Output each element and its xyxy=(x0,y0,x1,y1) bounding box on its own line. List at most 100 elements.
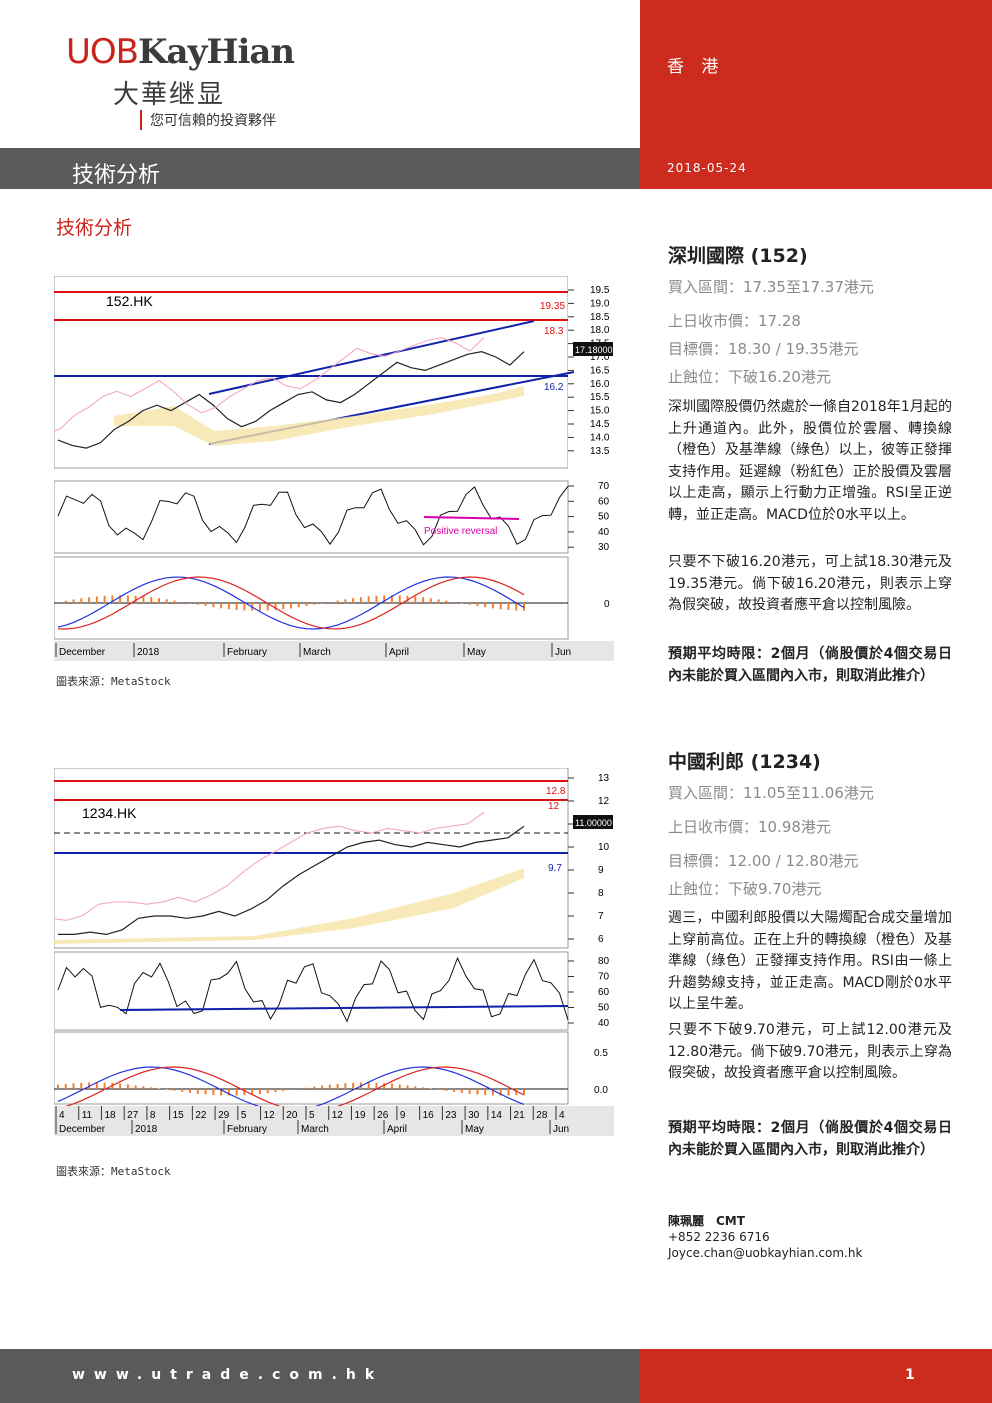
macd-bar xyxy=(119,1083,122,1089)
macd-bar xyxy=(453,1089,456,1092)
price-line xyxy=(57,351,525,449)
ichimoku-cloud xyxy=(54,868,524,944)
macd-bar xyxy=(111,595,114,603)
x-axis-day-label: 28 xyxy=(536,1110,548,1121)
holding-period: 預期平均時限：2個月（倘股價於4個交易日內未能於買入區間內入市，則取消此推介） xyxy=(668,646,952,684)
logo-uob: UOB xyxy=(66,32,139,72)
macd-bar xyxy=(383,595,386,603)
x-axis-day-label: 15 xyxy=(173,1110,185,1121)
axis-tick-label: 6 xyxy=(598,934,604,945)
macd-bar xyxy=(282,603,285,610)
macd-bar xyxy=(150,1087,153,1089)
macd-bar xyxy=(243,1089,246,1096)
x-axis-day-label: 12 xyxy=(332,1110,344,1121)
macd-bar xyxy=(414,1086,417,1089)
x-axis-day-label: 21 xyxy=(514,1110,526,1121)
macd-bar xyxy=(328,601,331,603)
header-grey-band xyxy=(0,148,640,189)
macd-bar xyxy=(476,603,479,607)
axis-tick-label: 50 xyxy=(598,512,610,523)
axis-tick-label: 40 xyxy=(598,1018,610,1029)
axis-tick-label: 15.0 xyxy=(590,406,610,417)
macd-bar xyxy=(274,1089,277,1093)
x-axis-day-label: 9 xyxy=(400,1110,406,1121)
macd-bar xyxy=(95,1082,98,1089)
macd-bar xyxy=(499,1089,502,1096)
macd-bar xyxy=(515,603,518,611)
section-title: 技術分析 xyxy=(56,217,133,239)
level-label-r2: 19.35 xyxy=(540,301,565,312)
macd-bar xyxy=(227,603,230,610)
macd-bar xyxy=(227,1089,230,1096)
analyst-name: 陳珮麗 CMT xyxy=(668,1214,745,1228)
macd-bar xyxy=(515,1089,518,1096)
macd-bar xyxy=(375,1082,378,1089)
macd-bar xyxy=(484,603,487,608)
last-price-tag xyxy=(573,342,613,356)
macd-bar xyxy=(212,603,215,608)
analyst-contact: 陳珮麗 CMT +852 2236 6716 Joyce.chan@uobkay… xyxy=(668,1213,862,1261)
target-price: 目標價：18.30 / 19.35港元 xyxy=(668,340,859,358)
macd-bar xyxy=(367,1082,370,1089)
last-close: 上日收市價：10.98港元 xyxy=(668,818,831,836)
axis-tick-label: 19.5 xyxy=(590,285,610,296)
x-axis-label: December xyxy=(59,1124,106,1135)
rsi-annotation: Positive reversal xyxy=(424,526,497,537)
macd-bar xyxy=(305,603,308,607)
x-axis-label: February xyxy=(227,647,267,658)
macd-bar xyxy=(126,1084,129,1089)
x-axis-day-label: 5 xyxy=(241,1110,247,1121)
macd-bar xyxy=(80,598,83,603)
macd-bar xyxy=(126,595,129,603)
outlook-text: 只要不下破9.70港元，可上試12.00港元及12.80港元。倘下破9.70港元… xyxy=(668,1022,952,1081)
stock-name-152: 深圳國際 (152) xyxy=(668,245,808,267)
last-close: 上日收市價：17.28 xyxy=(668,312,801,330)
x-axis: December 2018 February March April May Jun xyxy=(55,643,571,658)
macd-bar xyxy=(297,603,300,608)
macd-bar xyxy=(422,597,425,603)
analyst-phone: +852 2236 6716 xyxy=(668,1230,770,1244)
tagline: 您可信賴的投資夥伴 xyxy=(140,110,276,130)
last-price-label: 17.18000 xyxy=(575,345,613,355)
footer-url[interactable]: www.utrade.com.hk xyxy=(72,1367,384,1383)
macd-bar xyxy=(150,597,153,603)
level-label-r1: 12 xyxy=(548,801,560,812)
macd-bar xyxy=(507,1089,510,1096)
macd-bar xyxy=(235,603,238,610)
macd-bar xyxy=(367,596,370,603)
x-axis-label: Jun xyxy=(553,1124,569,1135)
macd-bar xyxy=(437,599,440,603)
x-axis-day-label: 19 xyxy=(354,1110,366,1121)
x-axis-day-label: 29 xyxy=(218,1110,230,1121)
axis-tick-label: 50 xyxy=(598,1003,610,1014)
rsi-axis: 80 70 60 50 40 xyxy=(568,956,610,1029)
macd-bar xyxy=(165,599,168,603)
last-price-label: 11.00000 xyxy=(575,818,612,828)
axis-tick-label: 16.0 xyxy=(590,379,610,390)
macd-bar xyxy=(134,1085,137,1089)
header-title: 技術分析 xyxy=(72,163,161,188)
x-axis-label: May xyxy=(465,1124,484,1135)
axis-tick-label: 13 xyxy=(598,773,610,784)
macd-bar xyxy=(196,603,199,605)
x-axis-label: 2018 xyxy=(137,647,160,658)
macd-bar xyxy=(344,1083,347,1089)
macd-bar xyxy=(134,595,137,603)
analysis-text: 週三，中國利郎股價以大陽燭配合成交量增加上穿前高位。正在上升的轉換線（橙色）及基… xyxy=(668,910,952,1012)
axis-tick-label: 18.0 xyxy=(590,325,610,336)
macd-bar xyxy=(313,603,316,605)
macd-bar xyxy=(491,1089,494,1096)
macd-bar xyxy=(157,1088,160,1089)
macd-bar xyxy=(173,600,176,603)
macd-bar xyxy=(383,1083,386,1089)
macd-bar xyxy=(321,1085,324,1089)
x-axis-day-label: 23 xyxy=(445,1110,457,1121)
macd-bar xyxy=(103,595,106,603)
axis-tick-label: 14.0 xyxy=(590,432,610,443)
macd-line xyxy=(57,576,525,630)
analyst-email[interactable]: Joyce.chan@uobkayhian.com.hk xyxy=(668,1246,863,1260)
macd-bar xyxy=(243,603,246,611)
macd-bar xyxy=(181,1089,184,1092)
header-red-band xyxy=(640,0,992,189)
x-axis-label: April xyxy=(389,647,409,658)
